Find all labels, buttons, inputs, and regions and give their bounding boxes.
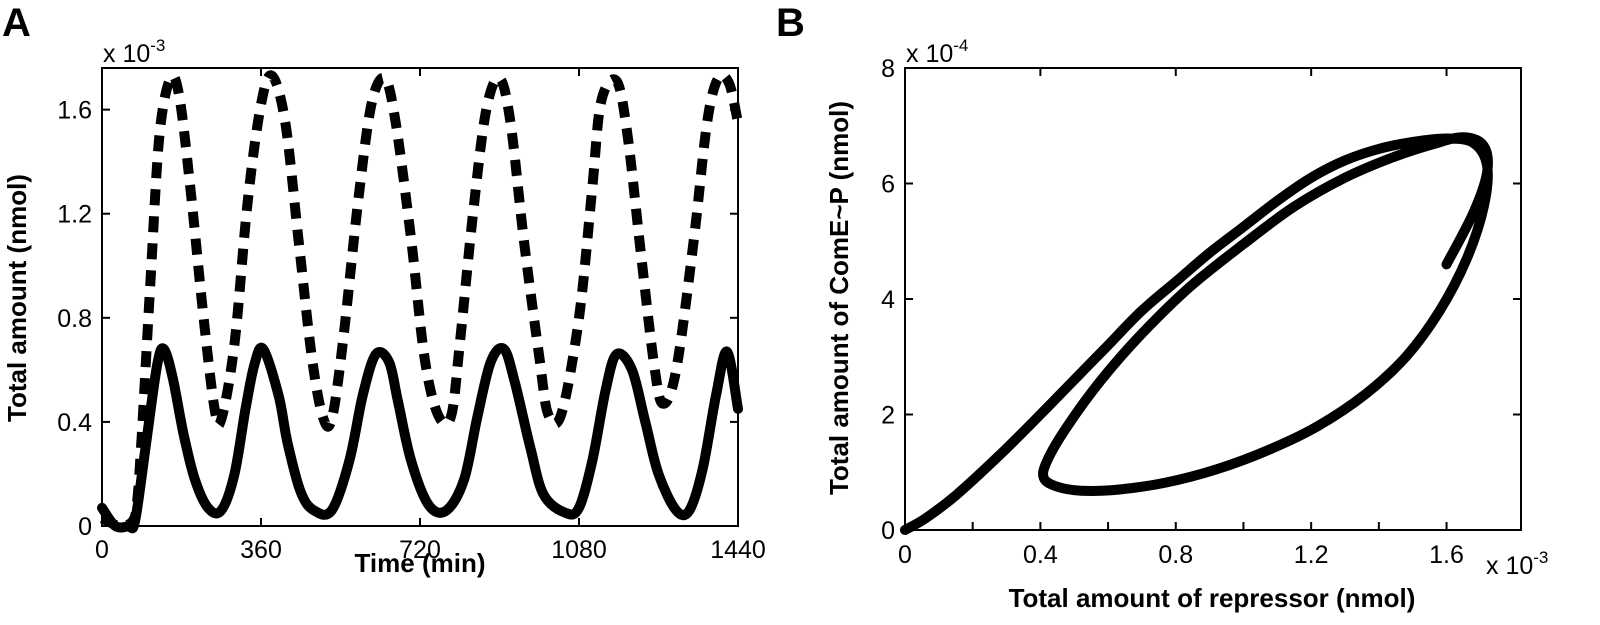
x-tick-label: 0.4 — [1023, 541, 1058, 569]
y-tick-label: 0.4 — [57, 409, 92, 437]
x-tick-label: 1.2 — [1294, 541, 1329, 569]
y-tick-label: 4 — [881, 286, 895, 314]
y-tick-label: 0.8 — [57, 305, 92, 333]
panel-a-y-multiplier: x 10-3 — [103, 36, 165, 68]
panel-b-y-multiplier: x 10-4 — [906, 36, 968, 68]
series-line-dashed — [99, 70, 743, 532]
panel-a-series — [97, 70, 743, 534]
y-tick-label: 0 — [881, 517, 895, 545]
panel-b-y-axis-label: Total amount of ComE~P (nmol) — [824, 101, 854, 495]
panel-b: B 0 0.4 0.8 1.2 1.6 0 2 4 6 8 x 10-4 x 10-3 Total… — [776, 1, 1548, 613]
x-tick-label: 0 — [898, 541, 912, 569]
panel-a-ticks — [101, 68, 739, 527]
x-tick-label: 1.6 — [1429, 541, 1464, 569]
panel-a-x-axis-label: Time (min) — [355, 548, 486, 578]
series-line-solid — [97, 342, 743, 534]
y-tick-label: 0 — [78, 513, 92, 541]
x-tick-label: 1080 — [551, 536, 607, 564]
y-tick-label: 1.2 — [57, 201, 92, 229]
y-tick-label: 1.6 — [57, 97, 92, 125]
panel-b-letter: B — [776, 1, 805, 45]
x-tick-label: 720 — [399, 536, 441, 564]
panel-a-tick-labels: 0 360 720 1080 1440 0 0.4 0.8 1.2 1.6 — [57, 97, 766, 564]
y-tick-label: 6 — [881, 171, 895, 199]
series-line-phase-loop — [900, 132, 1493, 535]
panel-b-series — [900, 132, 1493, 535]
x-tick-label: 0.8 — [1158, 541, 1193, 569]
panel-b-tick-labels: 0 0.4 0.8 1.2 1.6 0 2 4 6 8 — [881, 55, 1464, 569]
x-tick-label: 0 — [95, 536, 109, 564]
panel-a: A 0 360 720 1080 1440 0 0.4 0.8 1.2 1.6 x 10-3 Ti… — [2, 1, 766, 578]
panel-b-x-multiplier: x 10-3 — [1486, 548, 1548, 580]
x-tick-label: 1440 — [710, 536, 766, 564]
x-tick-label: 360 — [240, 536, 282, 564]
panel-a-letter: A — [2, 1, 31, 45]
y-tick-label: 8 — [881, 55, 895, 83]
panel-a-y-axis-label: Total amount (nmol) — [2, 174, 32, 422]
y-tick-label: 2 — [881, 402, 895, 430]
panel-b-x-axis-label: Total amount of repressor (nmol) — [1009, 583, 1416, 613]
